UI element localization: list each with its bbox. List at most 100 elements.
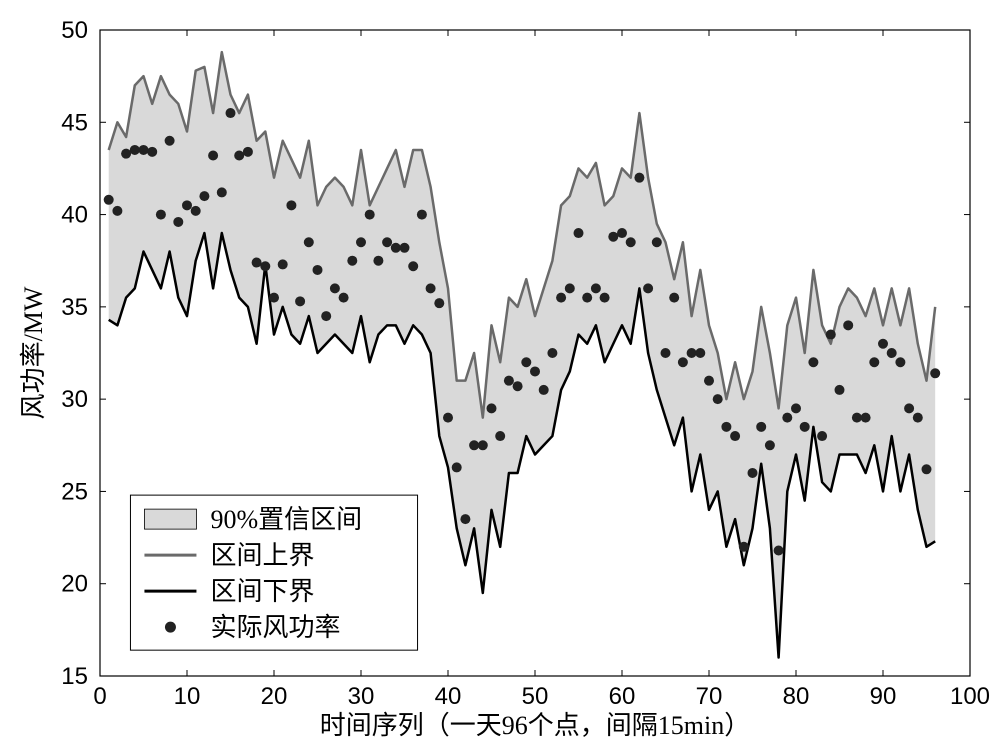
actual-point xyxy=(878,339,888,349)
actual-point xyxy=(147,147,157,157)
chart-container: 01020304050607080901001520253035404550时间… xyxy=(0,0,1000,756)
actual-point xyxy=(269,293,279,303)
y-tick-label: 20 xyxy=(61,571,88,598)
x-axis-label: 时间序列（一天96个点，间隔15min） xyxy=(320,711,750,740)
actual-point xyxy=(556,293,566,303)
actual-point xyxy=(608,232,618,242)
actual-point xyxy=(217,187,227,197)
actual-point xyxy=(678,357,688,367)
actual-point xyxy=(748,468,758,478)
actual-point xyxy=(173,217,183,227)
actual-point xyxy=(782,413,792,423)
y-tick-label: 35 xyxy=(61,294,88,321)
actual-point xyxy=(895,357,905,367)
legend-label: 90%置信区间 xyxy=(210,505,362,534)
x-tick-label: 60 xyxy=(609,683,636,710)
x-tick-label: 10 xyxy=(174,683,201,710)
actual-point xyxy=(469,440,479,450)
actual-point xyxy=(869,357,879,367)
actual-point xyxy=(156,210,166,220)
actual-point xyxy=(252,258,262,268)
actual-point xyxy=(304,237,314,247)
actual-point xyxy=(582,293,592,303)
actual-point xyxy=(452,462,462,472)
actual-point xyxy=(165,136,175,146)
actual-point xyxy=(661,348,671,358)
actual-point xyxy=(426,283,436,293)
y-tick-label: 45 xyxy=(61,109,88,136)
actual-point xyxy=(835,385,845,395)
legend-swatch-dot xyxy=(165,622,176,633)
actual-point xyxy=(791,403,801,413)
actual-point xyxy=(478,440,488,450)
actual-point xyxy=(669,293,679,303)
y-tick-label: 40 xyxy=(61,202,88,229)
actual-point xyxy=(547,348,557,358)
actual-point xyxy=(434,298,444,308)
actual-point xyxy=(339,293,349,303)
actual-point xyxy=(313,265,323,275)
actual-point xyxy=(295,296,305,306)
actual-point xyxy=(904,403,914,413)
actual-point xyxy=(460,514,470,524)
actual-point xyxy=(808,357,818,367)
actual-point xyxy=(617,228,627,238)
actual-point xyxy=(721,422,731,432)
x-tick-label: 20 xyxy=(261,683,288,710)
actual-point xyxy=(400,243,410,253)
actual-point xyxy=(861,413,871,423)
actual-point xyxy=(591,283,601,293)
actual-point xyxy=(756,422,766,432)
actual-point xyxy=(243,147,253,157)
actual-point xyxy=(730,431,740,441)
actual-point xyxy=(495,431,505,441)
actual-point xyxy=(626,237,636,247)
x-tick-label: 90 xyxy=(870,683,897,710)
actual-point xyxy=(826,330,836,340)
actual-point xyxy=(226,108,236,118)
actual-point xyxy=(199,191,209,201)
actual-point xyxy=(852,413,862,423)
x-tick-label: 100 xyxy=(950,683,990,710)
actual-point xyxy=(139,145,149,155)
actual-point xyxy=(373,256,383,266)
actual-point xyxy=(652,237,662,247)
actual-point xyxy=(382,237,392,247)
actual-point xyxy=(278,259,288,269)
actual-point xyxy=(922,464,932,474)
actual-point xyxy=(913,413,923,423)
actual-point xyxy=(130,145,140,155)
actual-point xyxy=(695,348,705,358)
actual-point xyxy=(182,200,192,210)
y-tick-label: 25 xyxy=(61,478,88,505)
actual-point xyxy=(191,206,201,216)
actual-point xyxy=(443,413,453,423)
legend-label: 区间下界 xyxy=(210,577,314,606)
actual-point xyxy=(286,200,296,210)
actual-point xyxy=(513,381,523,391)
actual-point xyxy=(539,385,549,395)
x-tick-label: 30 xyxy=(348,683,375,710)
legend-swatch-band xyxy=(144,509,196,529)
actual-point xyxy=(347,256,357,266)
actual-point xyxy=(121,149,131,159)
x-tick-label: 0 xyxy=(93,683,106,710)
x-tick-label: 40 xyxy=(435,683,462,710)
actual-point xyxy=(365,210,375,220)
actual-point xyxy=(565,283,575,293)
actual-point xyxy=(817,431,827,441)
actual-point xyxy=(504,376,514,386)
actual-point xyxy=(713,394,723,404)
y-tick-label: 30 xyxy=(61,386,88,413)
actual-point xyxy=(574,228,584,238)
y-axis-label: 风功率/MW xyxy=(19,286,48,419)
legend-label: 区间上界 xyxy=(210,541,314,570)
actual-point xyxy=(600,293,610,303)
actual-point xyxy=(521,357,531,367)
actual-point xyxy=(530,366,540,376)
legend: 90%置信区间区间上界区间下界实际风功率 xyxy=(130,495,417,650)
actual-point xyxy=(687,348,697,358)
actual-point xyxy=(260,261,270,271)
actual-point xyxy=(765,440,775,450)
actual-point xyxy=(487,403,497,413)
